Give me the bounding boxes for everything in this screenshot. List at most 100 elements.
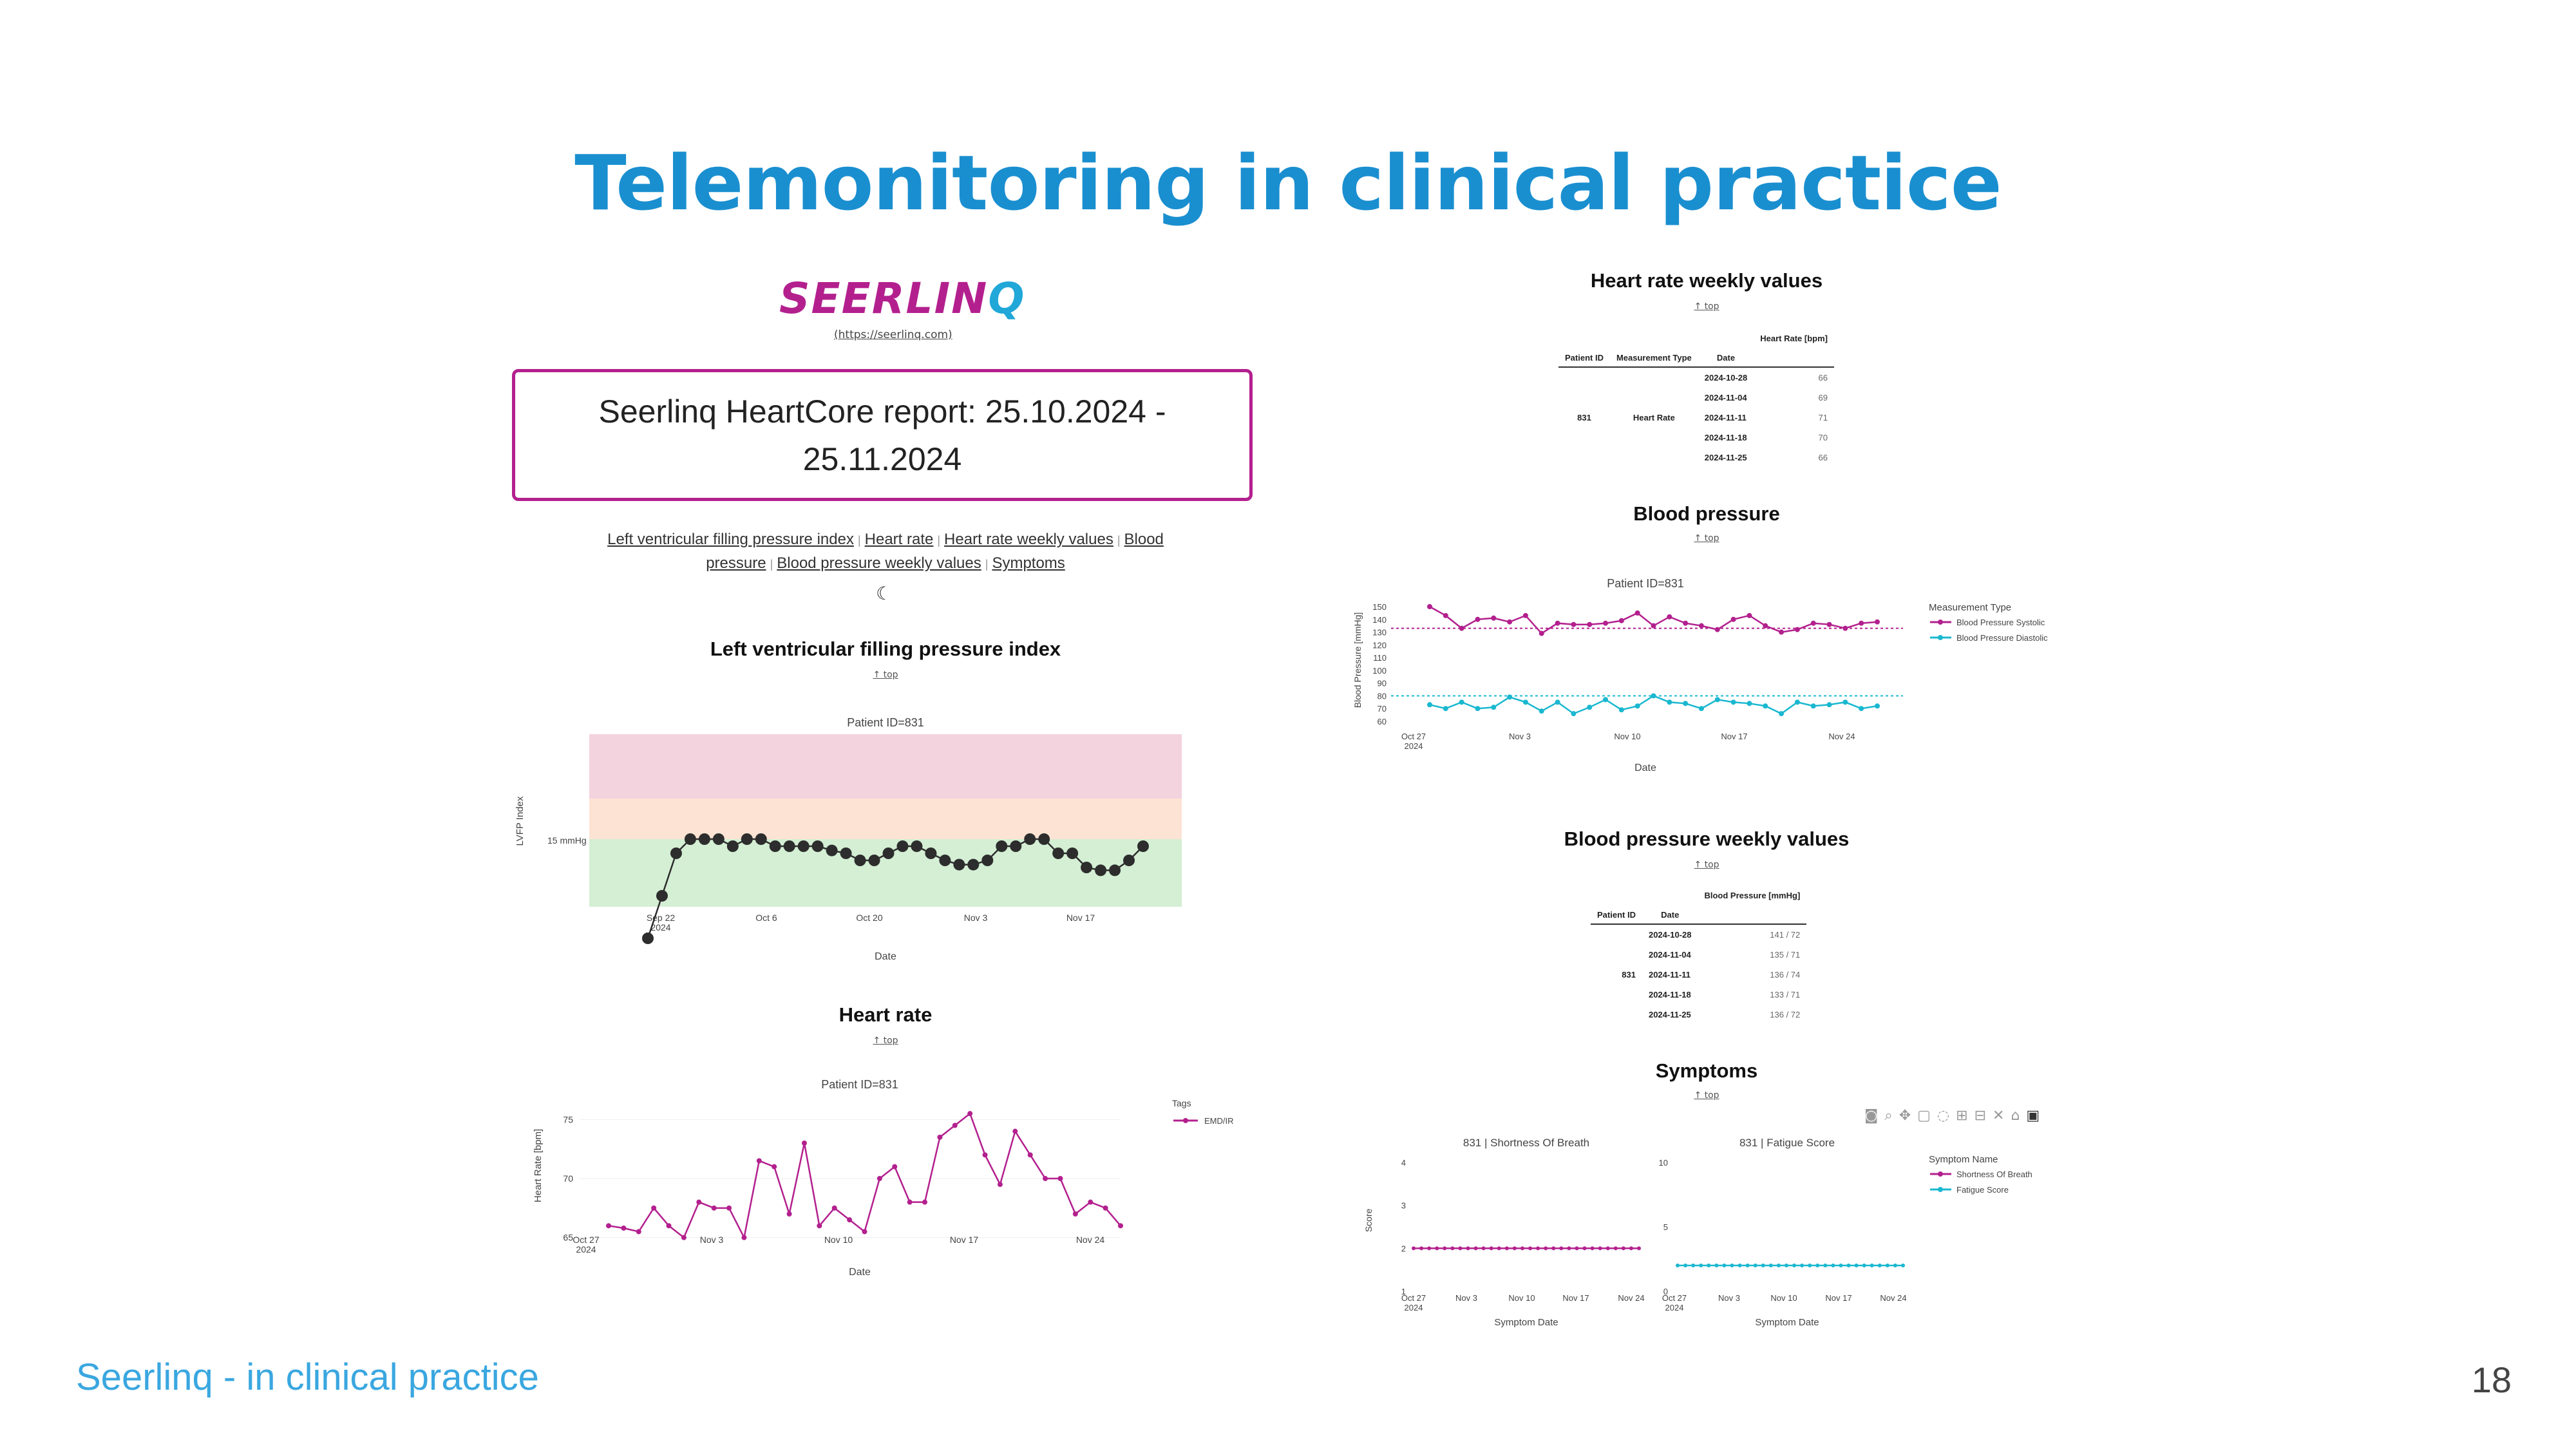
bp-systolic-point (1634, 610, 1640, 616)
bp-diastolic-point (1618, 707, 1624, 713)
camera-icon[interactable]: ◙ (1864, 1108, 1885, 1124)
hr-series-point (892, 1164, 898, 1170)
bp-y-tick: 90 (1378, 679, 1387, 688)
hr-series-point (1012, 1128, 1018, 1134)
lvfp-series-point (1038, 833, 1050, 845)
symptoms-y-tick-1: 4 (1401, 1158, 1406, 1168)
zoom-icon[interactable]: ⌕ (1884, 1108, 1899, 1124)
hr-y-tick: 70 (563, 1173, 573, 1184)
zoom-out-icon[interactable]: ⊟ (1974, 1108, 1993, 1124)
hr-x-tick: Nov 10 (824, 1235, 853, 1245)
symptoms-y-tick-1: 1 (1401, 1287, 1406, 1296)
hr-legend-item: EMD/IR (1204, 1116, 1234, 1126)
lvfp-series-point (1052, 848, 1065, 859)
hr-series-point (831, 1205, 837, 1211)
symptoms-sob-point (1443, 1246, 1447, 1251)
hr-series-point (786, 1211, 792, 1217)
bp-systolic-point (1698, 623, 1704, 629)
symptoms-x-tick-2: Nov 24 (1880, 1293, 1906, 1303)
lvfp-series-point (698, 833, 710, 845)
slide-footer: Seerlinq - in clinical practice (76, 1356, 539, 1398)
hr-top-link[interactable]: ↑ top (873, 1036, 898, 1046)
nav-lvfp[interactable]: Left ventricular filling pressure index (607, 531, 854, 548)
lvfp-x-tick: Oct 20 (856, 913, 882, 923)
symptoms-y-tick-2: 5 (1663, 1222, 1668, 1232)
hr-series-point (756, 1158, 762, 1164)
hr-x-label: Date (849, 1267, 871, 1278)
bp-diastolic-point (1443, 706, 1448, 712)
lvfp-top-link[interactable]: ↑ top (873, 670, 898, 680)
lvfp-series-point (939, 855, 951, 866)
bp-systolic-point (1443, 612, 1448, 618)
hr-series-point (711, 1205, 717, 1211)
bp-diastolic-point (1427, 702, 1432, 708)
lvfp-series-point (741, 833, 753, 845)
symptoms-legend-title: Symptom Name (1929, 1154, 1998, 1165)
symptoms-legend-fatigue: Fatigue Score (1956, 1185, 2009, 1195)
lvfp-series-point (981, 855, 994, 866)
bp-diastolic-point (1571, 711, 1577, 717)
hr-series-point (982, 1152, 988, 1158)
bp-systolic-point (1571, 621, 1577, 627)
bp-x-tick: Nov 10 (1614, 732, 1640, 741)
symptoms-fatigue-point (1870, 1264, 1874, 1267)
logo-link[interactable]: (https://seerlinq.com) (834, 328, 952, 341)
lvfp-series-point (656, 890, 668, 902)
lvfp-series-point (996, 840, 1008, 852)
bp-y-tick: 120 (1372, 640, 1387, 650)
symptoms-sob-point (1629, 1246, 1633, 1251)
symptoms-legend-marker-fatigue (1938, 1187, 1943, 1192)
bp-legend-diastolic: Blood Pressure Diastolic (1956, 633, 2048, 643)
lvfp-chart: Patient ID=831 15 mmHg LVFP Index Sep 22… (515, 716, 1182, 962)
bp-diastolic-point (1779, 711, 1785, 717)
symptoms-sob-point (1637, 1246, 1641, 1251)
box-select-icon[interactable]: ▢ (1917, 1108, 1937, 1124)
symptoms-sob-point (1497, 1246, 1501, 1251)
bp-systolic-point (1603, 620, 1609, 626)
hr-series-point (741, 1235, 747, 1240)
symptoms-fatigue-point (1831, 1264, 1835, 1267)
symptoms-panel2-title: 831 | Fatigue Score (1739, 1137, 1835, 1149)
bp-top-link[interactable]: ↑ top (1694, 533, 1719, 544)
bp-weekly-table-wrap: Blood Pressure [mmHg] Patient ID Date 20… (1591, 886, 1807, 1025)
home-icon[interactable]: ⌂ (2011, 1108, 2027, 1124)
nav-bp-weekly[interactable]: Blood pressure weekly values (777, 554, 981, 572)
symptoms-top-link[interactable]: ↑ top (1694, 1090, 1719, 1101)
pan-icon[interactable]: ✥ (1899, 1108, 1918, 1124)
nav-hr-weekly[interactable]: Heart rate weekly values (944, 531, 1113, 548)
bp-systolic-point (1539, 630, 1544, 636)
symptoms-sob-point (1473, 1246, 1478, 1251)
symptoms-sob-point (1613, 1246, 1618, 1251)
autoscale-icon[interactable]: ✕ (1993, 1108, 2011, 1124)
lvfp-x-tick: Nov 17 (1066, 913, 1095, 923)
symptoms-sob-point (1544, 1246, 1548, 1251)
bp-x-label: Date (1634, 762, 1656, 773)
nav-blood-pressure[interactable]: Blood pressure (706, 531, 1164, 572)
zoom-in-icon[interactable]: ⊞ (1956, 1108, 1975, 1124)
moon-icon[interactable]: ☾ (876, 583, 893, 604)
symptoms-panel1-title: 831 | Shortness Of Breath (1463, 1137, 1589, 1149)
bp-diastolic-point (1475, 706, 1481, 712)
bp-weekly-top-link[interactable]: ↑ top (1694, 860, 1719, 870)
hr-section-title: Heart rate (838, 1003, 933, 1026)
nav-symptoms[interactable]: Symptoms (992, 554, 1065, 572)
table-row: 831 Heart Rate 2024-11-11 71 (1577, 413, 1828, 422)
lvfp-y-tick: 15 mmHg (547, 835, 587, 846)
hr-series-point (681, 1235, 687, 1240)
lvfp-series-point (854, 855, 866, 866)
symptoms-x-label-1: Symptom Date (1494, 1317, 1558, 1328)
nav-heart-rate[interactable]: Heart rate (864, 531, 934, 548)
hr-series-point (621, 1226, 627, 1231)
hr-series-point (651, 1205, 657, 1211)
hr-weekly-top-link[interactable]: ↑ top (1694, 301, 1719, 312)
table-row: 2024-11-18 70 (1704, 433, 1828, 442)
symptoms-fatigue-point (1784, 1264, 1788, 1267)
bp-diastolic-point (1651, 693, 1656, 699)
bp-y-tick: 140 (1372, 615, 1387, 625)
bp-diastolic-point (1634, 703, 1640, 709)
lasso-icon[interactable]: ◌ (1937, 1108, 1956, 1124)
plotly-logo-icon[interactable]: ▣ (2026, 1108, 2047, 1124)
bp-systolic-point (1794, 627, 1800, 632)
lvfp-x-tick: Nov 3 (964, 913, 988, 923)
symptoms-sob-point (1536, 1246, 1540, 1251)
